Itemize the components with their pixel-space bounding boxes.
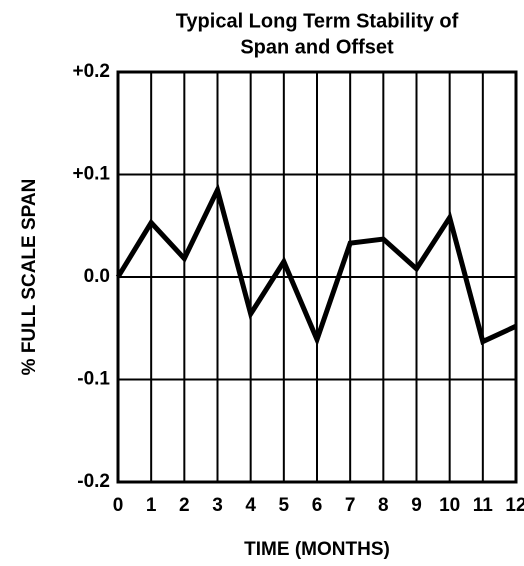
x-tick-label: 0 (113, 495, 124, 516)
x-tick-label: 1 (146, 495, 157, 516)
x-tick-label: 6 (312, 495, 323, 516)
x-tick-label: 7 (345, 495, 356, 516)
x-tick-label: 12 (505, 495, 524, 516)
chart-title: Span and Offset (240, 36, 394, 58)
x-axis-label: TIME (MONTHS) (244, 539, 390, 560)
x-tick-label: 5 (279, 495, 290, 516)
y-tick-label: -0.2 (77, 471, 110, 492)
x-tick-label: 2 (179, 495, 190, 516)
y-tick-label: +0.2 (72, 61, 110, 82)
chart-title: Typical Long Term Stability of (176, 10, 459, 32)
x-tick-label: 10 (439, 495, 460, 516)
x-tick-label: 9 (411, 495, 422, 516)
x-tick-label: 4 (245, 495, 256, 516)
x-tick-label: 8 (378, 495, 389, 516)
x-tick-label: 11 (473, 495, 494, 516)
y-axis-label: % FULL SCALE SPAN (19, 179, 40, 376)
y-tick-label: +0.1 (72, 164, 110, 185)
y-tick-label: 0.0 (84, 266, 110, 287)
data-line (115, 182, 518, 347)
y-tick-label: -0.1 (77, 369, 110, 390)
x-tick-label: 3 (212, 495, 223, 516)
